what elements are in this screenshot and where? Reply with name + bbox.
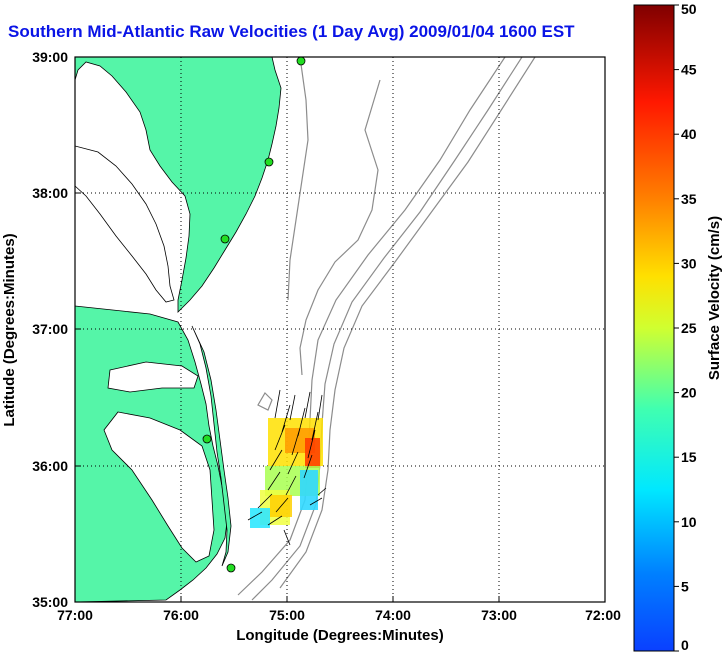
land-mainland bbox=[75, 57, 282, 313]
colorbar-tick-label: 0 bbox=[681, 637, 689, 653]
chesapeake-bay bbox=[75, 145, 175, 303]
albemarle-sound bbox=[107, 361, 199, 393]
colorbar bbox=[633, 4, 675, 652]
colorbar-tick-label: 45 bbox=[681, 62, 697, 78]
colorbar-ticks: 0 5 10 15 20 25 30 35 40 45 50 bbox=[674, 1, 697, 653]
x-axis-label: Longitude (Degrees:Minutes) bbox=[236, 627, 444, 644]
x-tick-label: 74:00 bbox=[375, 607, 411, 623]
y-tick-label: 36:00 bbox=[32, 458, 68, 474]
colorbar-tick-label: 25 bbox=[681, 320, 697, 336]
x-tick-label: 72:00 bbox=[585, 607, 621, 623]
bathymetry-contours bbox=[237, 57, 536, 601]
x-tick-label: 73:00 bbox=[481, 607, 517, 623]
velocity-field bbox=[250, 418, 323, 528]
radar-stations bbox=[202, 57, 306, 573]
colorbar-tick-label: 50 bbox=[681, 1, 697, 17]
graticule bbox=[75, 57, 605, 602]
colorbar-tick-label: 30 bbox=[681, 255, 697, 271]
colorbar-tick-label: 5 bbox=[681, 578, 689, 594]
y-tick-label: 37:00 bbox=[32, 321, 68, 337]
y-tick-label: 35:00 bbox=[32, 594, 68, 610]
pamlico-sound bbox=[103, 411, 215, 563]
colorbar-tick-label: 40 bbox=[681, 126, 697, 142]
y-tick-label: 39:00 bbox=[32, 49, 68, 65]
tick-marks bbox=[75, 192, 500, 602]
colorbar-label: Surface Velocity (cm/s) bbox=[706, 216, 723, 380]
colorbar-tick-label: 20 bbox=[681, 385, 697, 401]
x-tick-label: 77:00 bbox=[57, 607, 93, 623]
y-axis-label: Latitude (Degrees:Minutes) bbox=[1, 233, 18, 426]
map-title: Southern Mid-Atlantic Raw Velocities (1 … bbox=[8, 22, 575, 41]
outer-banks bbox=[191, 325, 232, 567]
x-tick-label: 75:00 bbox=[269, 607, 305, 623]
y-tick-label: 38:00 bbox=[32, 185, 68, 201]
colorbar-tick-label: 35 bbox=[681, 191, 697, 207]
map-area bbox=[75, 57, 605, 602]
colorbar-tick-label: 10 bbox=[681, 514, 697, 530]
x-tick-label: 76:00 bbox=[163, 607, 199, 623]
velocity-vectors bbox=[247, 389, 327, 546]
colorbar-tick-label: 15 bbox=[681, 449, 697, 465]
